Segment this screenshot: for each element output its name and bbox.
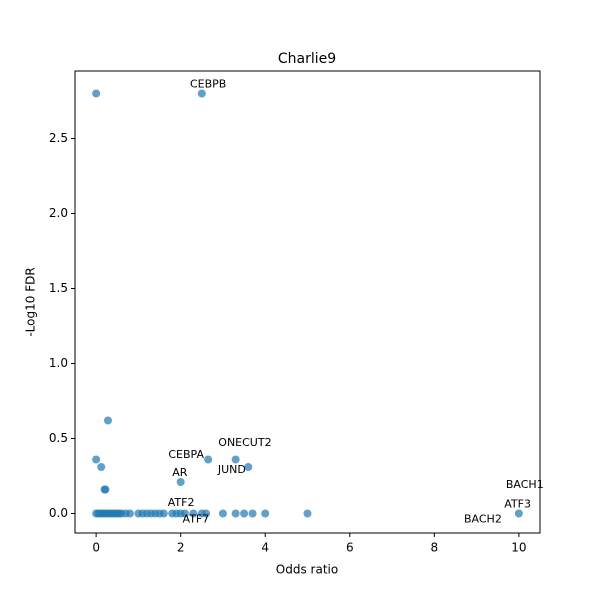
x-tick-label: 10: [511, 541, 526, 555]
point: [218, 509, 227, 518]
point: [248, 509, 257, 518]
point: [125, 509, 134, 518]
point: [92, 455, 101, 464]
plot-frame: [74, 70, 541, 534]
y-tick-label: 2.0: [49, 206, 68, 220]
annotation: BACH2: [464, 513, 502, 526]
y-tick-label: 0.5: [49, 431, 68, 445]
x-axis-label: Odds ratio: [276, 563, 338, 577]
y-axis-label: -Log10 FDR: [24, 267, 38, 336]
point: [92, 89, 101, 98]
annotation: AR: [172, 466, 188, 479]
y-tick-label: 2.5: [49, 131, 68, 145]
y-tick-label: 0.0: [49, 506, 68, 520]
y-tick-label: 1.5: [49, 281, 68, 295]
annotation: ATF7: [183, 513, 210, 526]
x-tick-label: 6: [346, 541, 354, 555]
annotation: JUND: [217, 463, 246, 476]
point: [240, 509, 249, 518]
chart-title: Charlie9: [278, 51, 336, 67]
x-tick-label: 8: [430, 541, 438, 555]
annotation: CEBPA: [168, 448, 204, 461]
x-tick-label: 2: [177, 541, 185, 555]
point: [514, 509, 523, 518]
annotation: ONECUT2: [218, 436, 271, 449]
point: [103, 416, 112, 425]
point: [180, 509, 189, 518]
point: [197, 89, 206, 98]
point: [189, 509, 198, 518]
point: [159, 509, 168, 518]
point: [202, 509, 211, 518]
annotation: BACH1: [506, 478, 544, 491]
annotation: CEBPB: [190, 78, 226, 91]
x-tick-label: 4: [261, 541, 269, 555]
point: [97, 463, 106, 471]
point: [204, 455, 213, 464]
point: [176, 478, 185, 486]
annotation: ATF3: [504, 498, 531, 511]
point: [303, 509, 312, 518]
point: [261, 509, 270, 518]
annotation: ATF2: [168, 496, 195, 509]
point: [244, 463, 253, 471]
point: [231, 455, 240, 464]
point: [231, 509, 240, 518]
x-tick-label: 0: [92, 541, 100, 555]
y-tick-label: 1.0: [49, 356, 68, 370]
point: [101, 485, 110, 494]
